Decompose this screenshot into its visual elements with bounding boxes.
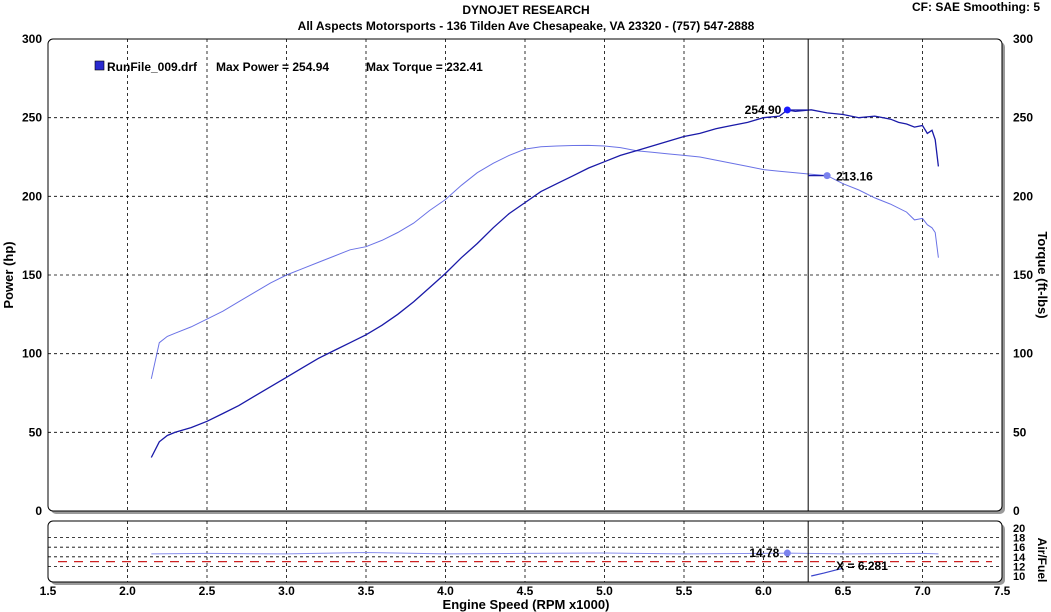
x-tick-label: 7.5: [994, 584, 1011, 598]
power-tick-label: 0: [35, 504, 42, 518]
power-cursor-marker: [783, 106, 791, 114]
power-curve: [150, 109, 940, 458]
air-fuel-curve: [151, 551, 939, 555]
air-fuel-cursor-marker: [783, 549, 791, 557]
power-tick-label: 250: [22, 111, 42, 125]
chart-title: DYNOJET RESEARCH: [462, 3, 589, 17]
power-tick-labels: 0 50 100 150 200 250 300: [22, 32, 42, 518]
legend-max-torque: Max Torque = 232.41: [366, 60, 483, 74]
power-tick-label: 100: [22, 347, 42, 361]
power-tick-label: 300: [22, 32, 42, 46]
x-tick-label: 6.5: [835, 584, 852, 598]
correction-info: CF: SAE Smoothing: 5: [912, 0, 1040, 14]
legend-max-power: Max Power = 254.94: [216, 60, 329, 74]
x-tick-labels: 1.5 2.0 2.5 3.0 3.5 4.0 4.5 5.0 5.5 6.0 6.5 7.0 7.5: [40, 584, 1011, 598]
x-tick-label: 3.0: [278, 584, 295, 598]
y-axis-label-power: Power (hp): [1, 241, 16, 308]
y-axis-label-torque: Torque (ft-lbs): [1035, 231, 1050, 318]
torque-tick-label: 50: [1013, 425, 1027, 439]
torque-tick-label: 300: [1013, 32, 1033, 46]
legend-swatch: [94, 60, 105, 71]
power-tick-label: 150: [22, 268, 42, 282]
air-fuel-tick-label: 20: [1013, 523, 1025, 535]
torque-tick-labels: 0 50 100 150 200 250 300: [1013, 32, 1033, 518]
x-tick-label: 2.0: [119, 584, 136, 598]
x-tick-label: 4.5: [517, 584, 534, 598]
legend: RunFile_009.drf Max Power = 254.94 Max T…: [94, 60, 483, 74]
air-fuel-tick-label: 14: [1013, 552, 1026, 564]
legend-run-label: RunFile_009.drf: [107, 60, 198, 74]
torque-cursor-marker: [823, 172, 831, 180]
air-fuel-tick-label: 10: [1013, 571, 1025, 583]
x-tick-label: 2.5: [199, 584, 216, 598]
torque-curve: [150, 144, 939, 379]
x-tick-label: 4.0: [437, 584, 454, 598]
air-fuel-tick-label: 16: [1013, 542, 1025, 554]
torque-tick-label: 200: [1013, 189, 1033, 203]
air-fuel-cursor-value: 14.78: [749, 546, 779, 560]
air-fuel-grid: [48, 521, 1002, 582]
chart-subtitle: All Aspects Motorsports - 136 Tilden Ave…: [298, 19, 755, 33]
air-fuel-tick-label: 12: [1013, 561, 1025, 573]
x-tick-label: 5.0: [596, 584, 613, 598]
power-cursor-value: 254.90: [745, 103, 782, 117]
x-tick-label: 3.5: [358, 584, 375, 598]
air-fuel-tick-label: 18: [1013, 533, 1025, 545]
x-axis-label: Engine Speed (RPM x1000): [443, 597, 610, 612]
x-tick-label: 1.5: [40, 584, 57, 598]
x-tick-label: 6.0: [755, 584, 772, 598]
torque-tick-label: 150: [1013, 268, 1033, 282]
cursor-position-readout: X = 6.281: [836, 559, 888, 573]
torque-tick-label: 0: [1013, 504, 1020, 518]
x-tick-label: 7.0: [914, 584, 931, 598]
main-plot: 0 50 100 150 200 250 300 0 50 100 150 200 250 300 Po…: [1, 32, 1050, 518]
torque-cursor-value: 213.16: [836, 170, 873, 184]
power-tick-label: 200: [22, 189, 42, 203]
torque-tick-label: 250: [1013, 111, 1033, 125]
y-axis-label-air-fuel: Air/Fuel: [1035, 538, 1049, 583]
power-tick-label: 50: [29, 425, 43, 439]
air-fuel-cursor-trace: [811, 567, 844, 577]
x-tick-label: 5.5: [676, 584, 693, 598]
torque-tick-label: 100: [1013, 347, 1033, 361]
